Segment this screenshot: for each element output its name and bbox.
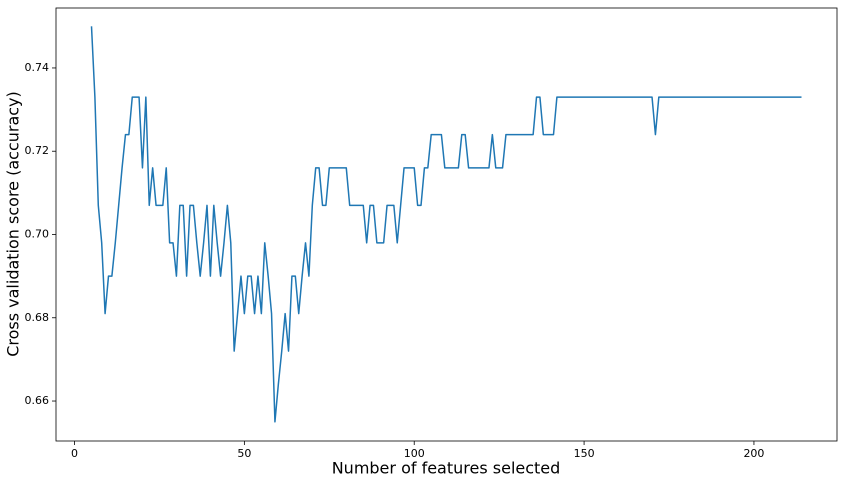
x-tick-label: 50: [237, 447, 251, 460]
x-axis-label: Number of features selected: [332, 459, 561, 478]
data-line: [90, 26, 802, 423]
plot-frame: [55, 7, 838, 442]
x-tick-label: 150: [574, 447, 595, 460]
y-tick-label: 0.66: [25, 394, 50, 407]
x-tick-label: 200: [743, 447, 764, 460]
x-tick-label: 100: [404, 447, 425, 460]
y-tick-label: 0.72: [25, 144, 50, 157]
y-axis-label: Cross validation score (accuracy): [4, 91, 23, 357]
y-tick-label: 0.70: [25, 227, 50, 240]
x-tick-label: 0: [71, 447, 78, 460]
y-tick-label: 0.74: [25, 61, 50, 74]
y-tick-label: 0.68: [25, 311, 50, 324]
